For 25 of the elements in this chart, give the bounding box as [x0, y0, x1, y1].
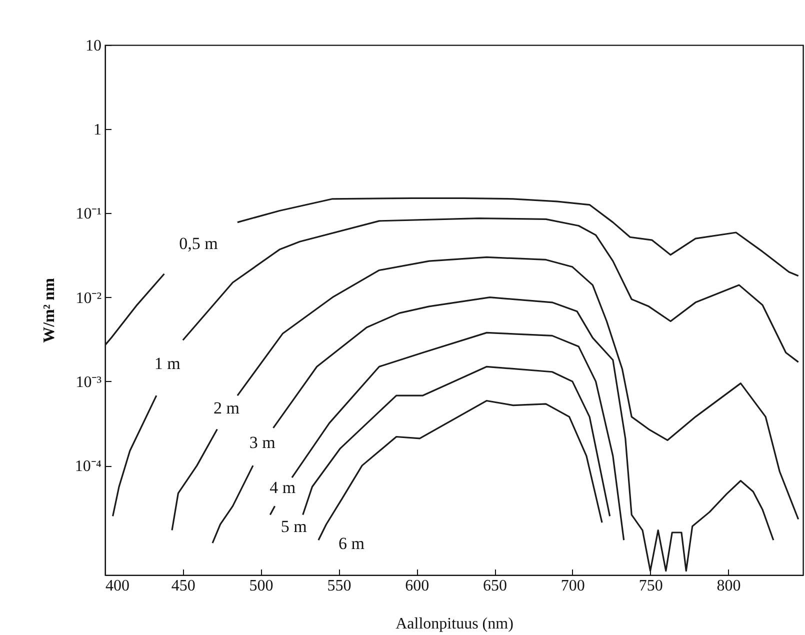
line-series	[302, 366, 611, 518]
y-axis-title: W/m² nm	[40, 277, 58, 343]
x-tick-label: 800	[716, 578, 741, 594]
y-tick-label: 10⁻²	[76, 290, 102, 307]
x-tick-label: 450	[171, 578, 196, 594]
x-tick-label: 650	[483, 578, 508, 594]
x-tick-label: 400	[106, 578, 130, 594]
x-axis-title: Aallonpituus (nm)	[396, 616, 514, 632]
y-tick-label: 10	[86, 38, 102, 54]
x-tick-label: 700	[560, 578, 585, 594]
series-label: 3 m	[249, 432, 276, 452]
y-tick-label: 10⁻⁴	[74, 458, 102, 476]
y-tick-label: 1	[94, 122, 102, 139]
x-tick-label: 750	[638, 578, 663, 594]
x-tick-label: 600	[405, 578, 430, 594]
x-tick-label: 500	[249, 578, 274, 594]
y-tick-label: 10⁻³	[76, 374, 102, 391]
y-tick-label: 10⁻¹	[76, 206, 102, 223]
x-tick-label: 550	[327, 578, 352, 594]
series-label: 4 m	[270, 478, 296, 497]
series-label: 2 m	[214, 398, 240, 418]
series-label: 5 m	[280, 516, 307, 536]
series-label: 0,5 m	[179, 234, 218, 254]
series-label: 1 m	[154, 354, 180, 373]
series-label: 6 m	[338, 534, 364, 554]
